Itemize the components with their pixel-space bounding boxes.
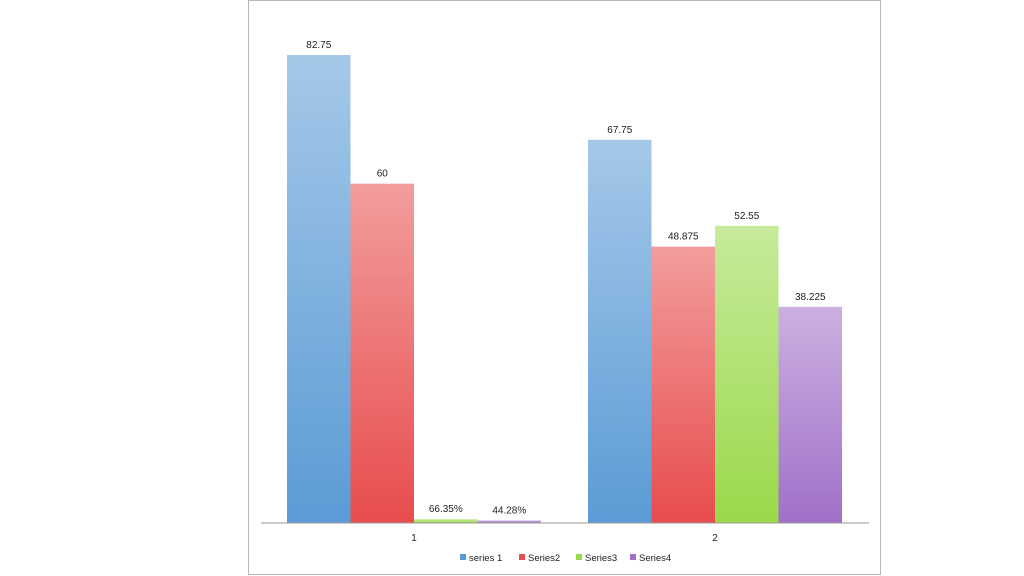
legend-label: Series4 xyxy=(639,553,671,564)
legend-label: Series2 xyxy=(528,553,560,564)
bar-series3-cat-1 xyxy=(414,519,478,523)
bar-series2-cat-1 xyxy=(350,183,414,523)
bar-series2-cat-2 xyxy=(651,246,715,523)
legend-swatch xyxy=(519,554,525,560)
legend-item: Series2 xyxy=(519,553,560,564)
bar-series3-cat-2 xyxy=(715,225,779,524)
legend-swatch xyxy=(576,554,582,560)
data-label: 38.225 xyxy=(795,292,826,303)
data-label: 52.55 xyxy=(734,211,759,222)
data-label: 66.35% xyxy=(429,504,463,515)
data-label: 44.28% xyxy=(492,506,526,517)
data-label: 48.875 xyxy=(668,232,699,243)
legend-item: Series4 xyxy=(630,553,671,564)
legend: series 1 Series2 Series3 Series4 xyxy=(460,553,671,564)
bar-series4-cat-1 xyxy=(477,520,541,523)
data-labels-layer: 82.75 67.75 60 48.875 66.35% 52.55 44.28% 38.22… xyxy=(306,40,826,517)
bars-layer xyxy=(287,55,842,524)
data-label: 67.75 xyxy=(607,125,632,136)
bar-series-1-cat-2 xyxy=(588,139,652,524)
legend-label: series 1 xyxy=(469,553,502,564)
legend-swatch xyxy=(630,554,636,560)
legend-item: Series3 xyxy=(576,553,617,564)
bar-chart: 82.75 67.75 60 48.875 66.35% 52.55 44.28% 38.22… xyxy=(261,40,869,564)
legend-swatch xyxy=(460,554,466,560)
bar-series4-cat-2 xyxy=(778,306,842,523)
data-label: 60 xyxy=(377,169,389,180)
category-label: 1 xyxy=(411,533,417,544)
category-label: 2 xyxy=(712,533,718,544)
bar-series-1-cat-1 xyxy=(287,55,351,523)
legend-item: series 1 xyxy=(460,553,502,564)
legend-label: Series3 xyxy=(585,553,617,564)
data-label: 82.75 xyxy=(306,40,331,51)
chart-frame: 82.75 67.75 60 48.875 66.35% 52.55 44.28% 38.22… xyxy=(248,0,881,575)
